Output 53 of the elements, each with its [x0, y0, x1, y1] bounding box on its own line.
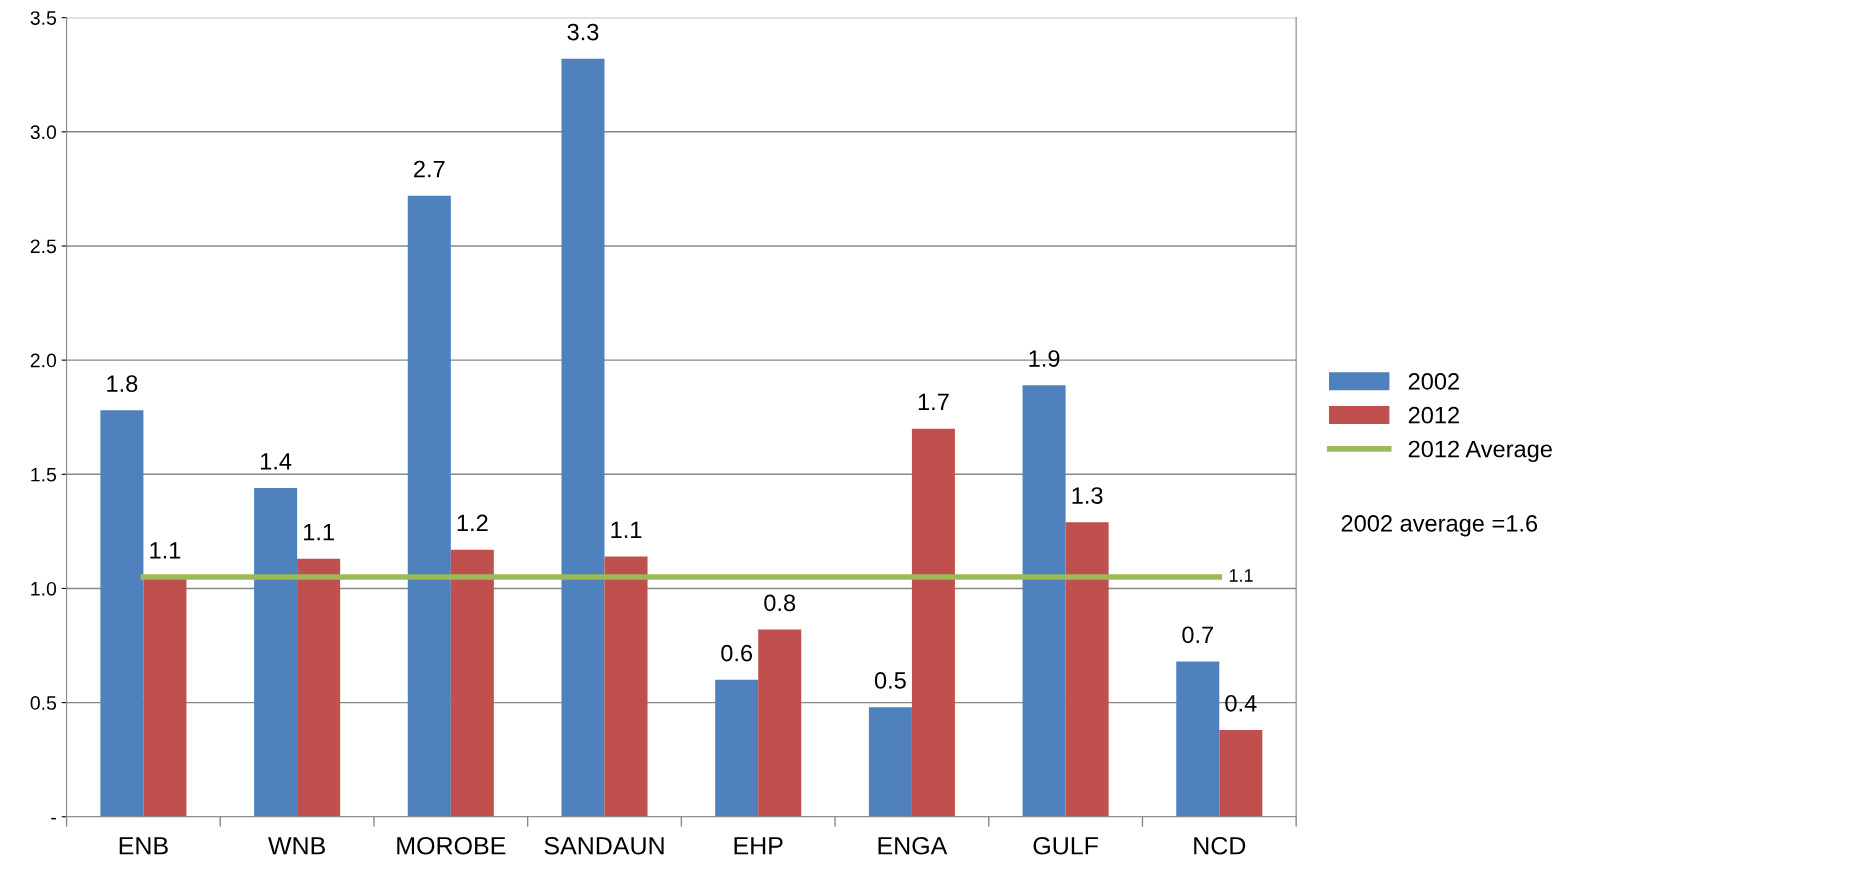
data-label: 1.1: [611, 521, 642, 538]
bar: [715, 679, 759, 817]
bar: [450, 549, 494, 817]
bar: [1022, 385, 1066, 817]
bar: [297, 558, 341, 817]
bar: [758, 629, 802, 817]
data-label: 1.1: [304, 523, 334, 541]
x-tick-label: ENB: [119, 837, 168, 855]
x-tick-label: SANDAUN: [544, 836, 664, 855]
y-tick-label: 1.5: [31, 467, 57, 482]
bar: [561, 58, 605, 817]
x-tick-label: MOROBE: [397, 836, 506, 855]
y-tick-label: 0.5: [30, 696, 57, 710]
legend-label: 2012: [1408, 406, 1459, 424]
bar: [1065, 522, 1109, 817]
data-label: 1.7: [918, 393, 949, 411]
data-label: 0.6: [721, 644, 753, 662]
bar: [604, 556, 648, 817]
x-tick-label: EHP: [734, 837, 783, 855]
data-label: 0.5: [874, 672, 906, 689]
legend-label: 2002: [1408, 373, 1459, 390]
data-label: 1.2: [457, 514, 488, 532]
data-label: 1.9: [1029, 350, 1060, 367]
text: 2002 average =1.6: [1341, 515, 1538, 537]
bar: [868, 707, 912, 817]
y-tick-label: 3.0: [30, 125, 57, 140]
x-tick-label: WNB: [268, 837, 325, 855]
x-tick-label: GULF: [1033, 836, 1098, 855]
y-tick-label: -: [51, 817, 56, 820]
y-tick-label: 2.5: [30, 239, 57, 254]
y-tick-label: 2.0: [30, 353, 57, 368]
bar: [407, 195, 451, 817]
bar: [1219, 730, 1263, 817]
bar: [100, 410, 144, 817]
data-label: 0.4: [1225, 694, 1257, 712]
y-tick-label: 1.0: [31, 581, 57, 596]
data-label: 3.3: [567, 23, 599, 41]
data-label: 0.7: [1182, 626, 1214, 644]
bar: [1176, 661, 1220, 817]
bar: [143, 577, 187, 817]
y-tick-label: 3.5: [30, 11, 57, 25]
legend-label: 2012 Average: [1408, 440, 1552, 463]
data-label: 2.7: [414, 160, 445, 178]
bar: [254, 488, 298, 817]
data-label: 1.4: [260, 453, 292, 470]
x-tick-label: NCD: [1194, 836, 1246, 855]
data-label: 1.1: [1229, 569, 1253, 582]
x-tick-label: ENGA: [878, 836, 948, 855]
data-label: 1.1: [150, 542, 181, 559]
data-label: 1.8: [107, 375, 138, 392]
data-label: 0.8: [764, 594, 796, 612]
data-label: 1.3: [1072, 487, 1103, 504]
bar: [911, 428, 955, 817]
